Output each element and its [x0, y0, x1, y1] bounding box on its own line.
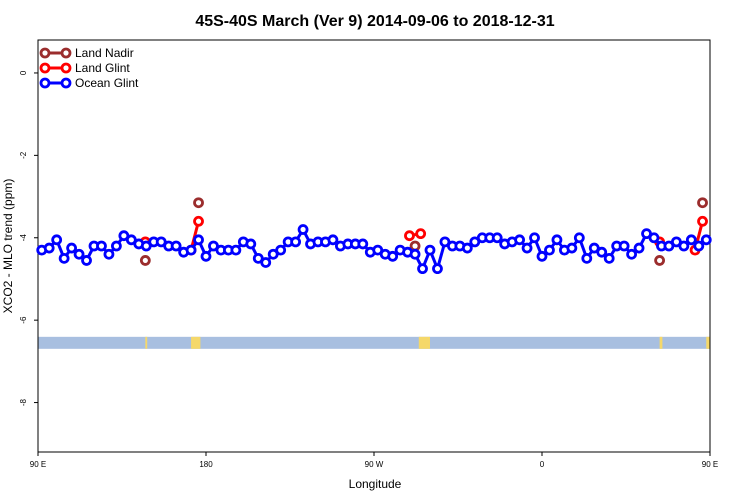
legend-marker — [60, 62, 72, 74]
land-segment — [706, 336, 710, 349]
data-point — [415, 228, 427, 240]
x-axis-label: Longitude — [349, 477, 402, 491]
x-tick-label: 180 — [199, 460, 213, 469]
data-point — [654, 255, 665, 266]
data-point — [139, 255, 151, 266]
data-point — [432, 263, 443, 275]
legend-marker — [60, 77, 72, 89]
data-point — [193, 197, 204, 209]
data-point — [290, 236, 302, 248]
data-point — [685, 234, 697, 246]
data-point — [409, 240, 421, 252]
data-point — [581, 252, 593, 264]
data-point — [693, 240, 705, 252]
data-point — [544, 244, 555, 256]
data-point — [73, 248, 85, 260]
data-point — [514, 234, 525, 246]
data-point — [700, 234, 712, 246]
legend-marker — [39, 47, 51, 59]
y-tick-label: -6 — [19, 316, 28, 324]
series-ocean-glint — [36, 224, 712, 275]
data-point — [58, 252, 70, 264]
data-point — [297, 224, 309, 235]
data-point — [648, 232, 660, 244]
data-point — [245, 238, 257, 250]
y-axis-label: XCO2 - MLO trend (ppm) — [1, 179, 15, 314]
legend-marker — [39, 62, 51, 74]
series-land-nadir — [139, 197, 708, 266]
data-point — [551, 234, 563, 246]
legend-marker — [39, 77, 51, 89]
data-point — [424, 244, 436, 256]
x-tick-label: 90 E — [30, 460, 46, 469]
land-segment — [191, 336, 201, 349]
data-point — [603, 252, 615, 264]
y-tick-label: 0 — [19, 70, 28, 75]
data-point — [417, 263, 428, 275]
data-point — [626, 248, 637, 260]
y-tick-label: -2 — [19, 151, 28, 159]
data-point — [51, 234, 63, 246]
data-point — [697, 215, 708, 227]
data-point — [200, 250, 212, 262]
y-tick-label: -8 — [19, 398, 28, 406]
data-point — [43, 242, 55, 254]
data-point — [697, 197, 708, 209]
data-series — [36, 197, 712, 275]
data-point — [230, 244, 242, 256]
data-point — [536, 250, 548, 262]
data-point — [409, 248, 421, 260]
data-point — [491, 232, 503, 244]
data-point — [387, 250, 399, 262]
data-point — [170, 240, 182, 252]
data-point — [66, 242, 77, 254]
chart-title: 45S-40S March (Ver 9) 2014-09-06 to 2018… — [195, 13, 554, 30]
x-tick-label: 90 E — [702, 460, 718, 469]
legend-label: Land Nadir — [75, 46, 134, 60]
data-point — [529, 232, 540, 244]
data-point — [596, 246, 608, 258]
data-point — [81, 255, 92, 266]
legend-item-ocean-glint: Ocean Glint — [39, 76, 139, 90]
data-point — [185, 244, 197, 256]
x-tick-label: 90 W — [365, 460, 384, 469]
data-point — [275, 244, 287, 256]
data-point — [327, 234, 339, 246]
land-segment — [659, 336, 663, 349]
land-ocean-strip — [38, 336, 710, 349]
land-segment — [418, 336, 430, 349]
data-point — [193, 234, 204, 246]
legend-label: Land Glint — [75, 61, 130, 75]
x-tick-label: 0 — [540, 460, 545, 469]
data-point — [566, 242, 578, 254]
data-point — [618, 240, 630, 252]
data-point — [103, 248, 115, 260]
data-point — [633, 242, 645, 254]
legend-item-land-nadir: Land Nadir — [39, 46, 134, 60]
data-point — [96, 240, 107, 252]
legend-item-land-glint: Land Glint — [39, 61, 130, 75]
data-point — [260, 257, 272, 268]
data-point — [404, 230, 415, 242]
data-point — [573, 232, 585, 244]
data-point — [521, 242, 533, 254]
ocean-strip — [38, 336, 710, 349]
data-point — [461, 242, 473, 254]
data-point — [111, 240, 122, 252]
data-point — [357, 238, 369, 250]
y-tick-label: -4 — [19, 234, 28, 242]
legend-marker — [60, 47, 72, 59]
data-point — [193, 215, 204, 227]
land-segment — [145, 336, 148, 349]
legend-label: Ocean Glint — [75, 76, 139, 90]
data-point — [678, 240, 690, 252]
